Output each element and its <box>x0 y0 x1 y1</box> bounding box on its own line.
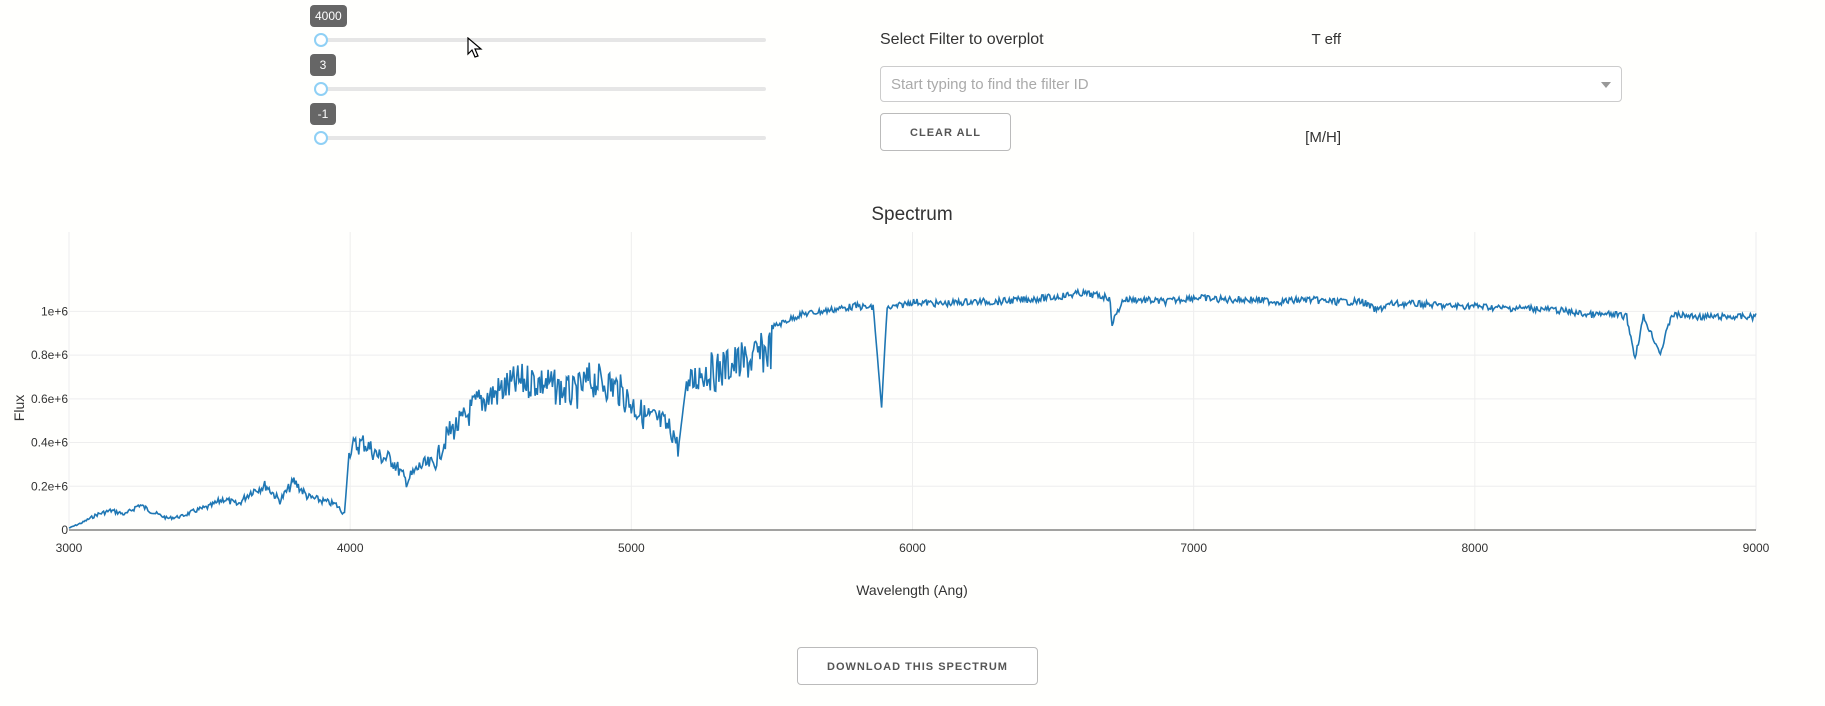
y-tick-label: 0.2e+6 <box>31 479 68 493</box>
filter-placeholder: Start typing to find the filter ID <box>891 76 1089 93</box>
mouse-pointer-icon <box>467 37 483 58</box>
x-axis-ticks: 3000 4000 5000 6000 7000 8000 9000 <box>56 541 1770 555</box>
slider-label: T eff <box>1311 31 1341 48</box>
download-spectrum-button[interactable]: DOWNLOAD THIS SPECTRUM <box>797 647 1038 685</box>
chart-grid <box>68 232 1757 530</box>
slider-label: [M/H] <box>1305 129 1341 146</box>
y-tick-label: 0.8e+6 <box>31 348 68 362</box>
chevron-down-icon[interactable] <box>1601 82 1611 88</box>
x-tick-label: 3000 <box>56 541 83 555</box>
slider-value-tooltip: 4000 <box>310 5 347 27</box>
slider-handle[interactable] <box>314 82 328 96</box>
spectrum-series-line <box>68 287 1757 529</box>
x-tick-label: 8000 <box>1461 541 1488 555</box>
x-tick-label: 7000 <box>1180 541 1207 555</box>
slider-value-tooltip: -1 <box>310 103 336 125</box>
x-tick-label: 9000 <box>1743 541 1770 555</box>
slider-track[interactable] <box>321 87 766 91</box>
slider-value-tooltip: 3 <box>310 54 336 76</box>
x-tick-label: 6000 <box>899 541 926 555</box>
filter-search-input[interactable]: Start typing to find the filter ID <box>880 66 1622 102</box>
y-tick-label: 1e+6 <box>41 304 68 318</box>
slider-handle[interactable] <box>314 131 328 145</box>
clear-all-button[interactable]: CLEAR ALL <box>880 113 1011 151</box>
spectrum-chart[interactable]: Spectrum 3000 4000 5000 6000 7000 8000 9000 00… <box>0 195 1825 615</box>
slider-track[interactable] <box>321 136 766 140</box>
y-axis-label: Flux <box>11 395 27 421</box>
x-axis-label: Wavelength (Ang) <box>856 582 968 598</box>
y-tick-label: 0 <box>61 523 68 537</box>
filter-title: Select Filter to overplot <box>880 31 1044 48</box>
y-axis-ticks: 0 0.2e+6 0.4e+6 0.6e+6 0.8e+6 1e+6 <box>31 304 68 537</box>
slider-handle[interactable] <box>314 33 328 47</box>
chart-title: Spectrum <box>871 204 952 225</box>
x-tick-label: 4000 <box>337 541 364 555</box>
y-tick-label: 0.4e+6 <box>31 436 68 450</box>
slider-track[interactable] <box>321 38 766 42</box>
x-tick-label: 5000 <box>618 541 645 555</box>
y-tick-label: 0.6e+6 <box>31 392 68 406</box>
